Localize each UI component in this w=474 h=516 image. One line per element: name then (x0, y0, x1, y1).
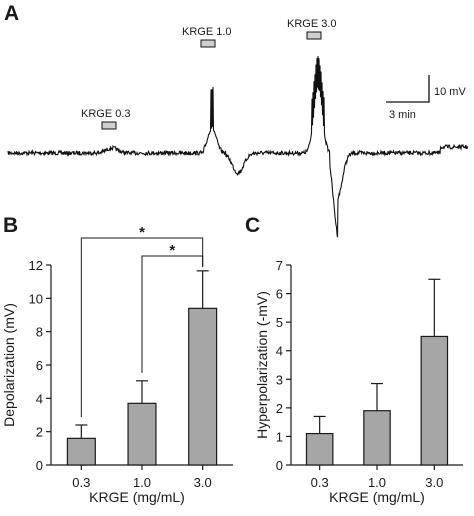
scale-bar-vertical-label: 10 mV (434, 86, 466, 98)
significance-bracket (80, 237, 204, 417)
panel-b-y-tick-label: 2 (36, 425, 43, 440)
panel-a-trace: KRGE 0.3 KRGE 1.0 KRGE 3.0 10 mV 3 min (7, 18, 469, 238)
panel-b-x-tick-label: 0.3 (72, 475, 90, 490)
panel-c-x-axis-label: KRGE (mg/mL) (329, 489, 425, 505)
panel-b-bar (188, 307, 218, 466)
panel-a-letter: A (4, 2, 19, 25)
panel-c-y-axis-label: Hyperpolarization (-mV) (254, 291, 270, 439)
scale-bar-horizontal-label: 3 min (389, 109, 416, 121)
drug-label-1-0: KRGE 1.0 (182, 26, 232, 38)
panel-c-bar (305, 432, 334, 466)
significance-bracket (141, 255, 204, 373)
panel-b-y-tick-label: 0 (36, 458, 43, 473)
panel-c-bar (363, 410, 391, 466)
drug-label-3-0: KRGE 3.0 (287, 18, 337, 30)
panel-b-x-tick-label: 3.0 (194, 475, 212, 490)
panel-c-x-tick-label: 0.3 (311, 475, 329, 490)
panel-b-y-axis-label: Depolarization (mV) (1, 303, 17, 427)
panel-c-x-tick-label: 1.0 (368, 475, 386, 490)
panel-b-bar (66, 437, 96, 466)
panel-c-y-tick-label: 0 (276, 458, 283, 473)
panel-c-bar (420, 335, 449, 466)
drug-bar-3-0 (306, 31, 322, 40)
panel-b-y-tick-label: 10 (29, 291, 43, 306)
panel-c-y-tick-label: 2 (276, 401, 283, 416)
significance-star: * (139, 224, 145, 241)
panel-b-y-tick-label: 4 (36, 391, 43, 406)
significance-star: * (169, 242, 175, 259)
drug-bar-0-3 (101, 121, 117, 130)
panel-b-y-tick-label: 6 (36, 358, 43, 373)
panel-c-y-tick-label: 3 (276, 372, 283, 387)
panel-c-x-tick-label: 3.0 (425, 475, 443, 490)
drug-bar-1-0 (200, 39, 216, 48)
panel-c-y-tick-label: 7 (276, 258, 283, 273)
panel-c-y-tick-label: 4 (276, 344, 283, 359)
scale-bar (386, 75, 430, 103)
panel-b-bar (127, 402, 157, 466)
panel-c-y-tick-label: 1 (276, 429, 283, 444)
panel-c-chart: 0 1 2 3 4 5 6 7 0.3 1.0 3.0 (276, 258, 463, 490)
panel-b-letter: B (3, 214, 18, 237)
panel-b-x-tick-label: 1.0 (133, 475, 151, 490)
panel-c-letter: C (245, 214, 260, 237)
panel-c-y-tick-label: 6 (276, 287, 283, 302)
panel-c-y-tick-label: 5 (276, 315, 283, 330)
membrane-potential-trace (7, 56, 469, 238)
panel-b-y-tick-label: 12 (29, 258, 43, 273)
drug-label-0-3: KRGE 0.3 (81, 108, 131, 120)
panel-b-chart: 0 2 4 6 8 10 12 0.3 1.0 3.0 * * (29, 224, 233, 490)
panel-b-y-tick-label: 8 (36, 325, 43, 340)
panel-b-x-axis-label: KRGE (mg/mL) (89, 489, 185, 505)
